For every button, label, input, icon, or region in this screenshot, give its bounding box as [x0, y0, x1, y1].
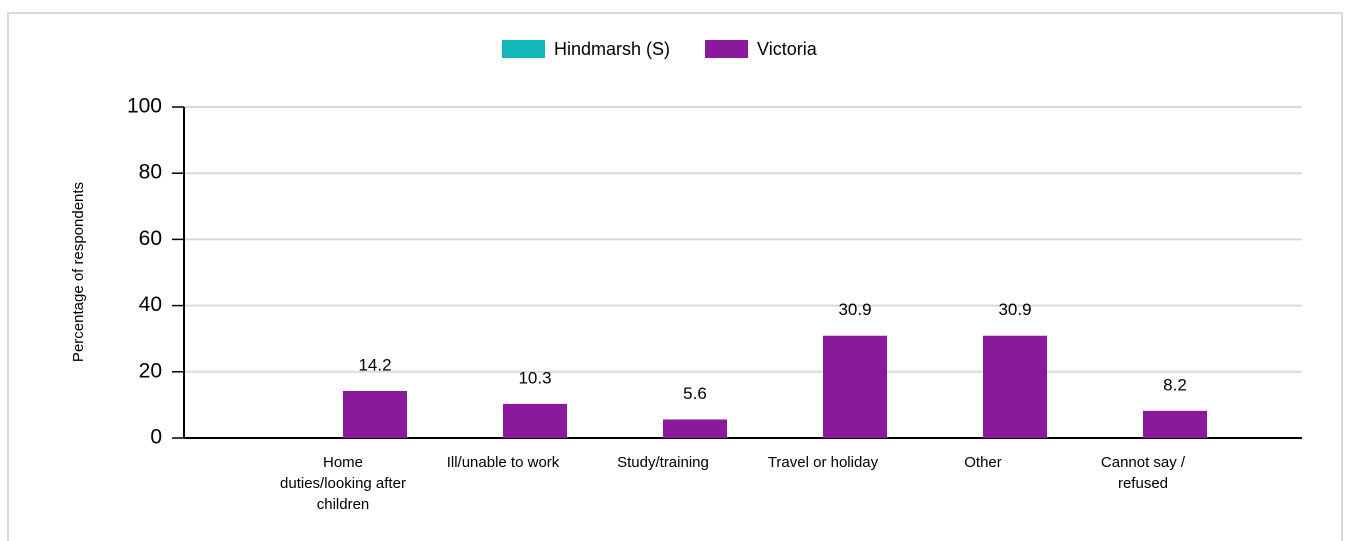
y-axis-label: Percentage of respondents: [70, 182, 87, 362]
y-tick-label: 100: [127, 95, 162, 118]
line: Ill/unable to work: [447, 454, 560, 471]
x-tick-label: Home duties/looking after children: [280, 454, 406, 513]
line: Study/training: [617, 454, 709, 471]
bar: [503, 403, 567, 438]
bar: [823, 335, 887, 438]
y-tick-label: 0: [150, 426, 162, 449]
bar: [1143, 410, 1207, 438]
bar: [663, 419, 727, 438]
x-tick-label: Study/training: [617, 454, 709, 471]
line: refused: [1118, 475, 1168, 492]
line: Cannot say /: [1101, 454, 1186, 471]
value-label: 5.6: [683, 384, 707, 403]
x-tick-label: Other: [964, 454, 1002, 471]
legend-swatch: [502, 40, 545, 58]
legend-label: Hindmarsh (S): [554, 39, 670, 59]
y-tick-label: 80: [139, 161, 162, 184]
bar: [983, 335, 1047, 438]
x-tick-label: Travel or holiday: [768, 454, 879, 471]
x-tick-label: Cannot say / refused: [1101, 454, 1186, 492]
value-label: 14.2: [358, 355, 391, 374]
y-tick-label: 20: [139, 359, 162, 382]
bar: [343, 390, 407, 438]
y-tick-label: 60: [139, 227, 162, 250]
line: children: [317, 496, 370, 513]
line: Travel or holiday: [768, 454, 879, 471]
frame: [7, 12, 1343, 541]
x-tick-label: Ill/unable to work: [447, 454, 560, 471]
value-label: 30.9: [838, 300, 871, 319]
line: Other: [964, 454, 1002, 471]
value-label: 10.3: [518, 368, 551, 387]
legend-label: Victoria: [757, 39, 818, 59]
value-label: 30.9: [998, 300, 1031, 319]
legend-swatch: [705, 40, 749, 58]
line: Home: [323, 454, 363, 471]
line: duties/looking after: [280, 475, 406, 492]
y-tick-label: 40: [139, 293, 162, 316]
value-label: 8.2: [1163, 375, 1187, 394]
